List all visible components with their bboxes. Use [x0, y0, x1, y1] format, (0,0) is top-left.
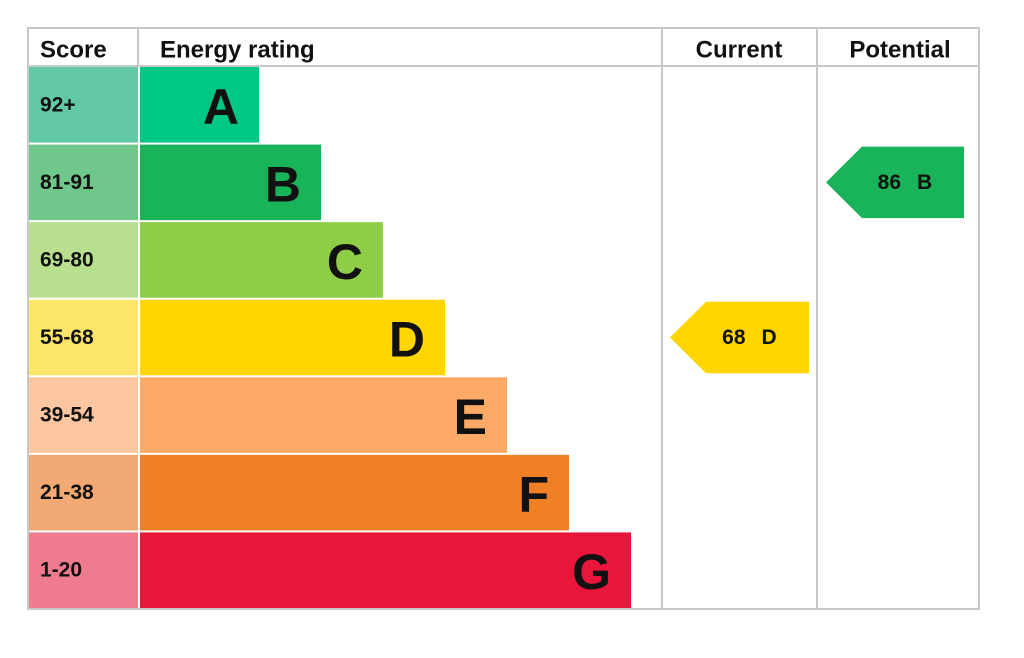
score-cell: [29, 222, 138, 298]
current-rating: D: [762, 326, 777, 349]
band-letter: D: [389, 311, 425, 367]
header-potential: Potential: [849, 37, 950, 64]
band-letter: F: [518, 467, 549, 523]
score-range: 81-91: [40, 171, 94, 194]
header-score: Score: [40, 37, 107, 64]
rating-bar: [140, 532, 631, 608]
potential-rating: B: [917, 171, 932, 194]
band-letter: A: [203, 79, 239, 135]
potential-value: 86: [878, 171, 901, 194]
header-energy-rating: Energy rating: [160, 37, 315, 64]
band-letter: B: [265, 156, 301, 212]
score-range: 21-38: [40, 481, 94, 504]
header-current: Current: [696, 37, 783, 64]
score-cell: [29, 377, 138, 453]
score-range: 1-20: [40, 559, 82, 582]
score-range: 55-68: [40, 326, 94, 349]
band-letter: C: [327, 234, 363, 290]
rating-bar: [140, 222, 383, 298]
score-range: 69-80: [40, 248, 94, 271]
score-cell: [29, 532, 138, 608]
score-cell: [29, 67, 138, 143]
score-range: 39-54: [40, 404, 94, 427]
current-value: 68: [722, 326, 746, 349]
score-cell: [29, 299, 138, 376]
potential-arrow: [826, 146, 964, 219]
rating-bar: [140, 67, 259, 143]
band-letter: G: [572, 544, 611, 600]
current-arrow: [670, 301, 809, 374]
score-cell: [29, 454, 138, 531]
band-letter: E: [454, 389, 487, 445]
score-cell: [29, 144, 138, 221]
rating-bar: [140, 377, 507, 453]
rating-bar: [140, 299, 445, 376]
rating-bar: [140, 144, 321, 221]
score-range: 92+: [40, 93, 76, 116]
rating-bar: [140, 454, 569, 531]
